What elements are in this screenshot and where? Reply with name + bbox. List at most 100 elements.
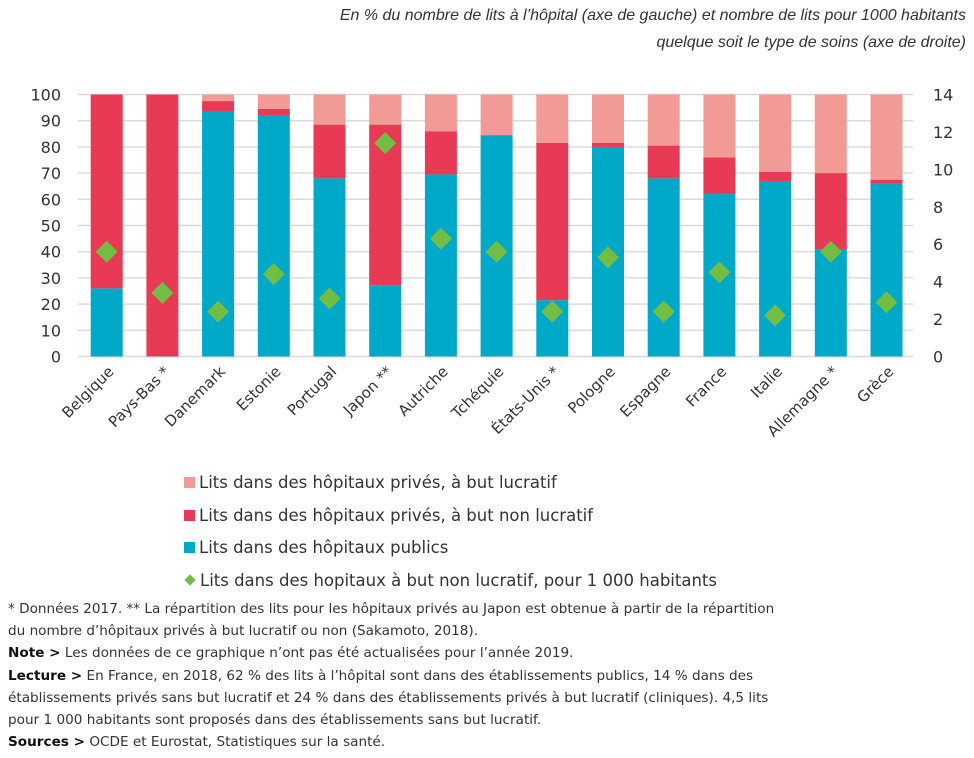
subtitle-line-2: quelque soit le type de soins (axe de dr… <box>656 34 966 51</box>
bar-segment-non-profit <box>592 142 624 147</box>
bar-segment-non-profit <box>647 145 680 179</box>
legend-item-beds-per-1000: Lits dans des hopitaux à but non lucrati… <box>184 564 717 597</box>
bar-segment-public <box>647 178 680 357</box>
y-tick-label: 0 <box>51 348 61 367</box>
sources-label: Sources > <box>8 734 86 751</box>
diamond-marker <box>374 132 397 155</box>
y-tick-label: 50 <box>41 217 61 236</box>
diamond-marker <box>764 304 787 327</box>
y2-tick-label: 14 <box>933 86 953 105</box>
legend-label: Lits dans des hôpitaux privés, à but non… <box>199 505 594 525</box>
lecture-label: Lecture > <box>8 667 83 684</box>
bar-segment-non-profit <box>759 171 792 181</box>
y2-tick-label: 6 <box>933 235 943 254</box>
legend-label: Lits dans des hôpitaux publics <box>199 538 449 558</box>
x-tick-label: Portugal <box>284 363 341 420</box>
footnotes: * Données 2017. ** La répartition des li… <box>8 598 968 753</box>
sources-line: Sources > OCDE et Eurostat, Statistiques… <box>8 731 968 753</box>
bar-segment-for-profit <box>592 94 624 143</box>
bar-segment-non-profit <box>703 157 736 195</box>
y-tick-label: 10 <box>41 321 61 340</box>
bar-segment-for-profit <box>870 94 903 180</box>
diamond-icon <box>184 574 196 587</box>
bar-segment-for-profit <box>202 94 235 102</box>
y2-tick-label: 2 <box>933 310 943 329</box>
bar-segment-for-profit <box>369 94 402 125</box>
legend-item-for-profit: Lits dans des hôpitaux privés, à but luc… <box>184 466 717 499</box>
bar-segment-public <box>759 180 792 357</box>
legend-item-public: Lits dans des hôpitaux publics <box>184 531 717 564</box>
y2-tick-label: 10 <box>933 160 953 179</box>
diamond-marker <box>485 240 508 263</box>
legend-label: Lits dans des hôpitaux privés, à but luc… <box>199 472 557 492</box>
legend-swatch-public <box>184 542 195 554</box>
y-tick-label: 90 <box>41 112 61 131</box>
bar-segment-non-profit <box>146 94 179 357</box>
y2-tick-label: 8 <box>933 198 943 217</box>
y-tick-label: 70 <box>41 164 61 183</box>
bar-segment-non-profit <box>313 124 346 179</box>
diamond-marker <box>541 300 564 323</box>
stacked-bar-chart: 0 10 20 30 40 50 60 70 80 90 100 0 2 4 6 8 10 12 14 Belgi… <box>30 86 953 441</box>
bar-segment-for-profit <box>424 94 457 132</box>
y-tick-label: 40 <box>41 243 61 262</box>
diamond-marker <box>262 263 285 286</box>
lecture-line: Lecture > En France, en 2018, 62 % des l… <box>8 665 968 687</box>
bar-segment-for-profit <box>759 94 792 172</box>
y2-tick-label: 12 <box>933 123 953 142</box>
x-tick-label: Autriche <box>394 363 451 420</box>
diamond-marker <box>429 227 452 250</box>
diamond-markers <box>95 132 898 327</box>
footnote-line: du nombre d’hôpitaux privés à but lucrat… <box>8 623 479 640</box>
y-tick-label: 60 <box>41 190 61 209</box>
legend-item-non-profit: Lits dans des hôpitaux privés, à but non… <box>184 499 717 532</box>
bar-segment-public <box>90 288 123 357</box>
y-tick-label: 100 <box>30 86 61 105</box>
bar-segment-for-profit <box>313 94 346 125</box>
bar-segment-non-profit <box>202 101 235 112</box>
x-tick-label: Estonie <box>233 363 285 415</box>
note-text: Les données de ce graphique n’ont pas ét… <box>60 645 574 662</box>
x-tick-label: France <box>682 363 730 411</box>
lecture-line: pour 1 000 habitants sont proposés dans … <box>8 712 542 729</box>
diamond-marker <box>708 261 731 284</box>
diamond-marker <box>207 300 230 323</box>
x-tick-label: Espagne <box>616 363 674 421</box>
legend: Lits dans des hôpitaux privés, à but luc… <box>184 466 717 597</box>
diamond-marker <box>95 240 118 263</box>
legend-swatch-non-profit <box>184 509 195 521</box>
diamond-marker <box>597 246 619 269</box>
x-tick-label: Japon ** <box>339 362 396 419</box>
diamond-marker <box>652 300 675 323</box>
bar-segment-for-profit <box>703 94 736 158</box>
subtitle-line-1: En % du nombre de lits à l’hôpital (axe … <box>339 7 966 24</box>
bar-segment-for-profit <box>814 94 847 174</box>
bar-segment-public <box>814 249 847 357</box>
y2-tick-label: 4 <box>933 273 943 292</box>
legend-label: Lits dans des hopitaux à but non lucrati… <box>200 570 717 590</box>
right-axis-ticks: 0 2 4 6 8 10 12 14 <box>933 86 953 367</box>
y-tick-label: 80 <box>41 138 61 157</box>
bar-segment-for-profit <box>480 94 513 136</box>
x-tick-label: Danemark <box>161 362 229 430</box>
x-tick-label: Grèce <box>853 363 897 407</box>
bar-segment-non-profit <box>536 142 569 301</box>
diamond-marker <box>318 287 341 310</box>
bar-segment-non-profit <box>814 173 847 250</box>
diamond-marker <box>151 281 174 304</box>
bar-segment-non-profit <box>257 108 290 116</box>
y2-tick-label: 0 <box>933 348 943 367</box>
bar-segment-for-profit <box>536 94 569 143</box>
bar-segment-non-profit <box>424 131 457 175</box>
chart-subtitle: En % du nombre de lits à l’hôpital (axe … <box>340 2 966 56</box>
bar-segment-for-profit <box>647 94 680 146</box>
left-axis-ticks: 0 10 20 30 40 50 60 70 80 90 100 <box>30 86 61 367</box>
legend-swatch-for-profit <box>184 476 195 488</box>
x-tick-label: Pologne <box>564 363 619 418</box>
y-tick-label: 20 <box>41 295 61 314</box>
x-tick-label: Belgique <box>58 363 117 422</box>
bar-segment-public <box>313 178 346 357</box>
bar-segment-public <box>369 285 402 357</box>
bar-segment-public <box>870 183 903 357</box>
bar-segment-public <box>257 115 290 357</box>
